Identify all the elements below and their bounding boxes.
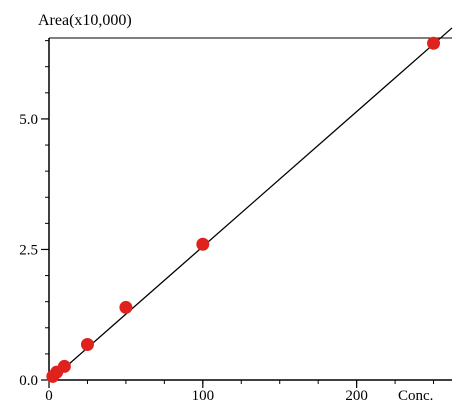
plot-frame: [48, 37, 452, 381]
x-tick-label: 200: [345, 388, 368, 403]
x-axis-title: Conc.: [398, 388, 433, 403]
x-tick-label: 100: [192, 388, 215, 403]
y-axis-title: Area(x10,000): [38, 12, 132, 29]
data-points: [46, 36, 441, 383]
minor-ticks: [41, 40, 435, 388]
data-point: [427, 36, 441, 50]
y-tick-labels: 0.0 2.5 5.0: [19, 112, 38, 389]
x-tick-label: 0: [45, 388, 53, 403]
y-tick-label: 0.0: [19, 373, 38, 389]
data-point: [57, 359, 71, 373]
fit-line: [48, 27, 453, 383]
fit-line-group: [48, 27, 453, 383]
y-tick-label: 5.0: [19, 112, 38, 128]
data-point: [80, 337, 94, 351]
data-point: [196, 237, 210, 251]
data-point: [119, 300, 133, 314]
x-tick-labels: 0 100 200: [45, 388, 368, 403]
y-tick-label: 2.5: [19, 242, 38, 258]
